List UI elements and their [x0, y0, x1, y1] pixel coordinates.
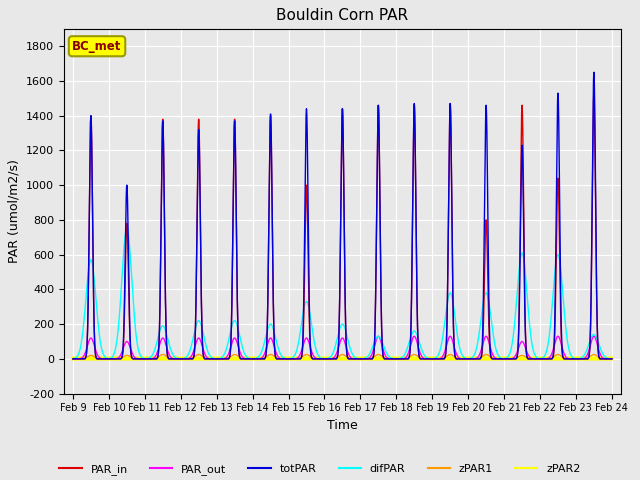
PAR_in: [271, 347, 278, 353]
difPAR: [179, 356, 186, 361]
zPAR2: [606, 356, 614, 361]
zPAR2: [493, 356, 501, 361]
Legend: PAR_in, PAR_out, totPAR, difPAR, zPAR1, zPAR2: PAR_in, PAR_out, totPAR, difPAR, zPAR1, …: [55, 459, 585, 479]
PAR_in: [417, 356, 424, 362]
Line: difPAR: difPAR: [73, 228, 612, 359]
PAR_in: [184, 356, 192, 362]
Title: Bouldin Corn PAR: Bouldin Corn PAR: [276, 9, 408, 24]
PAR_out: [184, 356, 192, 361]
zPAR2: [417, 356, 424, 361]
difPAR: [417, 344, 424, 350]
Y-axis label: PAR (umol/m2/s): PAR (umol/m2/s): [8, 159, 20, 263]
zPAR1: [159, 352, 166, 358]
PAR_out: [271, 345, 278, 351]
Text: BC_met: BC_met: [72, 40, 122, 53]
zPAR1: [606, 356, 614, 362]
totPAR: [69, 356, 77, 362]
PAR_in: [179, 356, 186, 362]
zPAR2: [608, 356, 616, 361]
totPAR: [417, 356, 424, 362]
zPAR2: [271, 356, 278, 361]
difPAR: [493, 350, 501, 356]
zPAR2: [179, 356, 186, 361]
totPAR: [606, 356, 614, 362]
PAR_out: [179, 356, 186, 362]
zPAR2: [69, 356, 77, 361]
zPAR1: [69, 356, 77, 362]
PAR_out: [69, 356, 77, 362]
PAR_out: [417, 351, 424, 357]
totPAR: [590, 70, 598, 75]
difPAR: [123, 226, 131, 231]
difPAR: [608, 356, 616, 362]
totPAR: [179, 356, 186, 362]
difPAR: [356, 356, 364, 362]
zPAR1: [417, 355, 424, 361]
zPAR1: [271, 354, 278, 360]
PAR_in: [606, 356, 614, 362]
Line: PAR_out: PAR_out: [73, 336, 612, 359]
PAR_in: [608, 356, 616, 362]
difPAR: [69, 356, 77, 361]
PAR_in: [69, 356, 77, 362]
difPAR: [184, 351, 192, 357]
totPAR: [608, 356, 616, 362]
difPAR: [271, 332, 278, 337]
PAR_in: [590, 90, 598, 96]
Line: totPAR: totPAR: [73, 72, 612, 359]
X-axis label: Time: Time: [327, 419, 358, 432]
zPAR2: [184, 356, 192, 361]
totPAR: [271, 347, 278, 352]
Line: zPAR1: zPAR1: [73, 355, 612, 359]
zPAR1: [608, 356, 616, 362]
totPAR: [184, 356, 192, 362]
PAR_out: [374, 334, 382, 339]
PAR_out: [606, 356, 614, 362]
PAR_in: [493, 356, 501, 362]
totPAR: [493, 356, 501, 362]
Line: PAR_in: PAR_in: [73, 93, 612, 359]
PAR_out: [608, 356, 616, 362]
zPAR1: [493, 356, 501, 362]
zPAR1: [184, 356, 192, 361]
difPAR: [606, 356, 614, 361]
zPAR1: [179, 356, 186, 362]
PAR_out: [493, 356, 501, 361]
